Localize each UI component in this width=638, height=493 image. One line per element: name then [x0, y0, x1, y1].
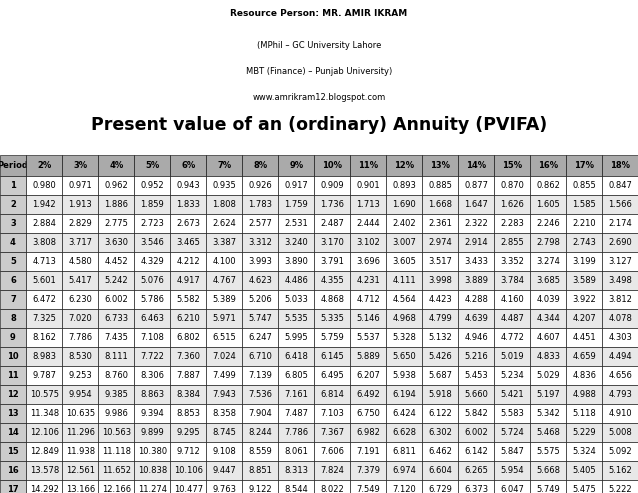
Text: Present value of an (ordinary) Annuity (PVIFA): Present value of an (ordinary) Annuity (… — [91, 116, 547, 134]
Text: Resource Person: MR. AMIR IKRAM: Resource Person: MR. AMIR IKRAM — [230, 9, 408, 18]
Text: (MPhil – GC University Lahore: (MPhil – GC University Lahore — [257, 41, 381, 50]
Text: www.amrikram12.blogspot.com: www.amrikram12.blogspot.com — [253, 93, 385, 102]
Text: MBT (Finance) – Punjab University): MBT (Finance) – Punjab University) — [246, 67, 392, 76]
